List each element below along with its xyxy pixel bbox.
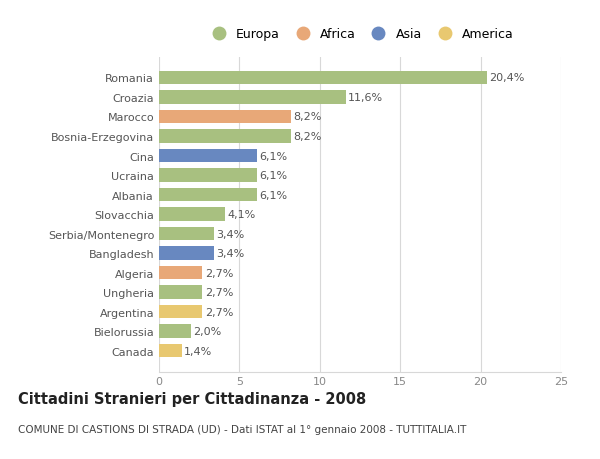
Bar bbox=[159, 247, 214, 260]
Text: 8,2%: 8,2% bbox=[293, 112, 322, 122]
Text: 11,6%: 11,6% bbox=[348, 93, 383, 103]
Bar bbox=[159, 305, 202, 319]
Bar bbox=[159, 91, 346, 104]
Text: 8,2%: 8,2% bbox=[293, 132, 322, 142]
Bar bbox=[159, 344, 182, 358]
Text: 3,4%: 3,4% bbox=[216, 229, 244, 239]
Bar bbox=[159, 72, 487, 85]
Text: 20,4%: 20,4% bbox=[490, 73, 525, 83]
Bar bbox=[159, 130, 291, 143]
Legend: Europa, Africa, Asia, America: Europa, Africa, Asia, America bbox=[203, 26, 517, 44]
Text: 2,0%: 2,0% bbox=[194, 326, 222, 336]
Text: 6,1%: 6,1% bbox=[260, 171, 287, 181]
Bar bbox=[159, 325, 191, 338]
Bar bbox=[159, 169, 257, 182]
Text: COMUNE DI CASTIONS DI STRADA (UD) - Dati ISTAT al 1° gennaio 2008 - TUTTITALIA.I: COMUNE DI CASTIONS DI STRADA (UD) - Dati… bbox=[18, 424, 466, 434]
Bar bbox=[159, 266, 202, 280]
Text: 2,7%: 2,7% bbox=[205, 287, 233, 297]
Text: Cittadini Stranieri per Cittadinanza - 2008: Cittadini Stranieri per Cittadinanza - 2… bbox=[18, 391, 366, 406]
Text: 6,1%: 6,1% bbox=[260, 151, 287, 161]
Text: 6,1%: 6,1% bbox=[260, 190, 287, 200]
Text: 1,4%: 1,4% bbox=[184, 346, 212, 356]
Text: 3,4%: 3,4% bbox=[216, 248, 244, 258]
Text: 2,7%: 2,7% bbox=[205, 307, 233, 317]
Text: 4,1%: 4,1% bbox=[227, 210, 256, 219]
Bar bbox=[159, 111, 291, 124]
Bar bbox=[159, 286, 202, 299]
Bar bbox=[159, 227, 214, 241]
Text: 2,7%: 2,7% bbox=[205, 268, 233, 278]
Bar bbox=[159, 208, 225, 221]
Bar bbox=[159, 150, 257, 163]
Bar bbox=[159, 189, 257, 202]
